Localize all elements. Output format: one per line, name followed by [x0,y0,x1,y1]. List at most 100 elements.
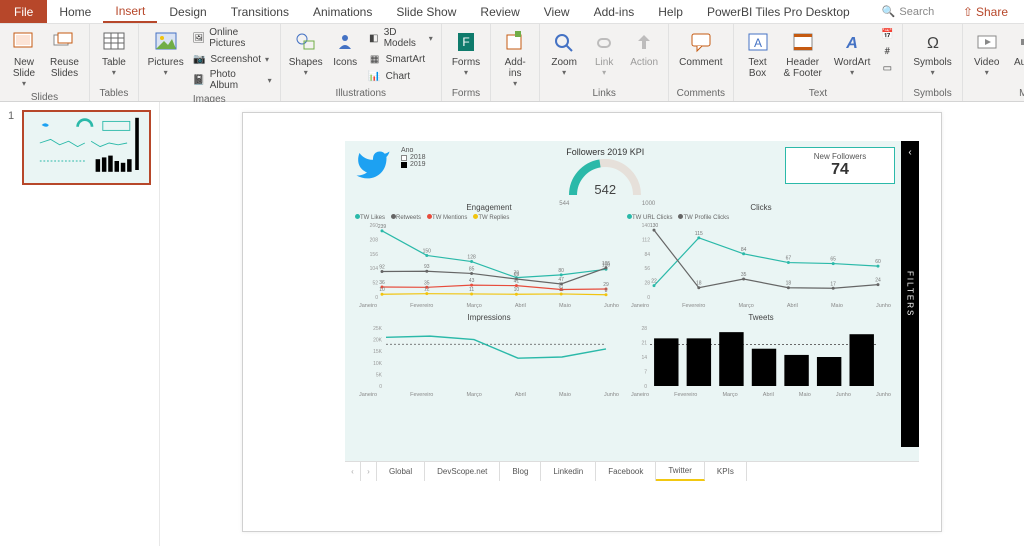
svg-text:112: 112 [642,237,650,243]
group-symbols: Ω Symbols ▾ Symbols [903,24,962,101]
table-button[interactable]: Table ▾ [96,26,132,79]
tab-powerbi-tiles-pro-desktop[interactable]: PowerBI Tiles Pro Desktop [695,0,862,23]
dash-tab-devscope-net[interactable]: DevScope.net [425,462,500,481]
axis-label: Junho [604,303,619,309]
legend-item: TW URL Clicks [627,214,672,221]
action-button[interactable]: Action [626,26,662,70]
svg-text:115: 115 [695,231,703,237]
comment-button[interactable]: Comment [675,26,726,70]
symbols-button[interactable]: Ω Symbols ▾ [909,26,955,79]
svg-text:65: 65 [514,272,520,278]
tab-design[interactable]: Design [157,0,218,23]
svg-text:35: 35 [741,272,747,278]
share-button[interactable]: ⇧ Share [955,0,1016,23]
forms-button[interactable]: F Forms ▾ [448,26,484,79]
chart-icon: 📊 [368,69,382,83]
pictures-button[interactable]: Pictures ▾ [145,26,186,79]
new-slide-button[interactable]: New Slide ▾ [6,26,42,90]
audio-button[interactable]: Audio ▾ [1009,26,1024,79]
tab-prev[interactable]: ‹ [345,462,361,481]
video-button[interactable]: Video ▾ [969,26,1005,79]
svg-text:28: 28 [641,326,647,332]
share-icon: ⇧ [963,5,973,19]
tab-home[interactable]: Home [47,0,103,23]
svg-text:18: 18 [696,281,702,287]
axis-label: Março [466,392,481,398]
svg-text:Ω: Ω [927,35,939,52]
slide-number: 1 [8,110,18,185]
icons-button[interactable]: Icons [329,26,362,70]
file-tab[interactable]: File [0,0,47,23]
photo-album-button[interactable]: 📓Photo Album ▾ [190,68,273,92]
zoom-icon [550,28,578,56]
textbox-icon: A [744,28,772,56]
cube-icon: ◧ [368,31,380,45]
dash-tab-kpis[interactable]: KPIs [705,462,747,481]
reuse-slides-button[interactable]: Reuse Slides [46,26,83,81]
axis-label: Fevereiro [410,303,433,309]
svg-text:156: 156 [370,252,379,258]
textbox-button[interactable]: A Text Box [740,26,776,81]
tweets-chart: Tweets 07142128 JaneiroFevereiroMarçoAbr… [627,313,895,398]
svg-text:239: 239 [378,224,387,230]
tab-transitions[interactable]: Transitions [219,0,301,23]
svg-text:93: 93 [424,264,430,270]
dash-tab-twitter[interactable]: Twitter [656,462,705,481]
screenshot-button[interactable]: 📷Screenshot ▾ [190,51,273,67]
axis-label: Janeiro [359,392,377,398]
svg-text:65: 65 [830,257,836,263]
action-icon [630,28,658,56]
slide-canvas[interactable]: ‹ FILTERS Ano 20182019 Followers 2019 KP… [242,112,942,532]
smartart-button[interactable]: ▦SmartArt [366,51,435,67]
legend-item: Retweets [391,214,421,221]
axis-label: Abril [763,392,774,398]
tab-view[interactable]: View [532,0,582,23]
shapes-button[interactable]: Shapes ▾ [287,26,325,79]
tab-animations[interactable]: Animations [301,0,384,23]
screenshot-icon: 📷 [192,52,206,66]
online-pictures-button[interactable]: 🖼Online Pictures [190,26,273,50]
tab-next[interactable]: › [361,462,377,481]
legend-item: 2018 [401,154,426,161]
group-slides: New Slide ▾ Reuse Slides Slides [0,24,90,101]
slide-thumbnail-panel: 1 [0,102,160,546]
svg-text:15K: 15K [373,349,383,355]
group-label: Forms [448,86,484,101]
axis-label: Fevereiro [674,392,697,398]
new-slide-icon [10,28,38,56]
chart-button[interactable]: 📊Chart [366,68,435,84]
group-forms: F Forms ▾ Forms [442,24,491,101]
filters-panel[interactable]: ‹ FILTERS [901,141,919,447]
tab-help[interactable]: Help [646,0,695,23]
text-extra-3[interactable]: ▭ [878,60,896,76]
gauge-max: 1000 [642,201,655,207]
addins-button[interactable]: Add- ins ▾ [497,26,533,90]
svg-text:41: 41 [514,279,520,285]
header-footer-button[interactable]: Header & Footer [780,26,826,81]
tab-insert[interactable]: Insert [103,0,157,23]
slide-thumbnail-1[interactable] [22,110,151,185]
svg-text:67: 67 [786,256,792,262]
tab-review[interactable]: Review [468,0,531,23]
impressions-chart: Impressions 25K20K15K10K5K0 JaneiroFever… [355,313,623,398]
axis-label: Junho [604,392,619,398]
tab-slide-show[interactable]: Slide Show [384,0,468,23]
dash-tab-global[interactable]: Global [377,462,425,481]
link-button[interactable]: Link ▾ [586,26,622,79]
text-extra-1[interactable]: 📅 [878,26,896,42]
dash-tab-facebook[interactable]: Facebook [596,462,656,481]
3d-models-button[interactable]: ◧3D Models ▾ [366,26,435,50]
svg-text:10: 10 [379,287,385,293]
group-tables: Table ▾ Tables [90,24,139,101]
svg-text:28: 28 [644,281,650,287]
group-label: Links [546,86,662,101]
zoom-button[interactable]: Zoom ▾ [546,26,582,79]
chevron-down-icon: ▾ [304,68,308,77]
text-extra-2[interactable]: #️ [878,43,896,59]
thumb-preview [28,116,145,179]
dash-tab-blog[interactable]: Blog [500,462,541,481]
search-box[interactable]: 🔍 Search [882,0,935,23]
tab-add-ins[interactable]: Add-ins [582,0,647,23]
dash-tab-linkedin[interactable]: Linkedin [541,462,596,481]
wordart-button[interactable]: A WordArt ▾ [830,26,875,79]
